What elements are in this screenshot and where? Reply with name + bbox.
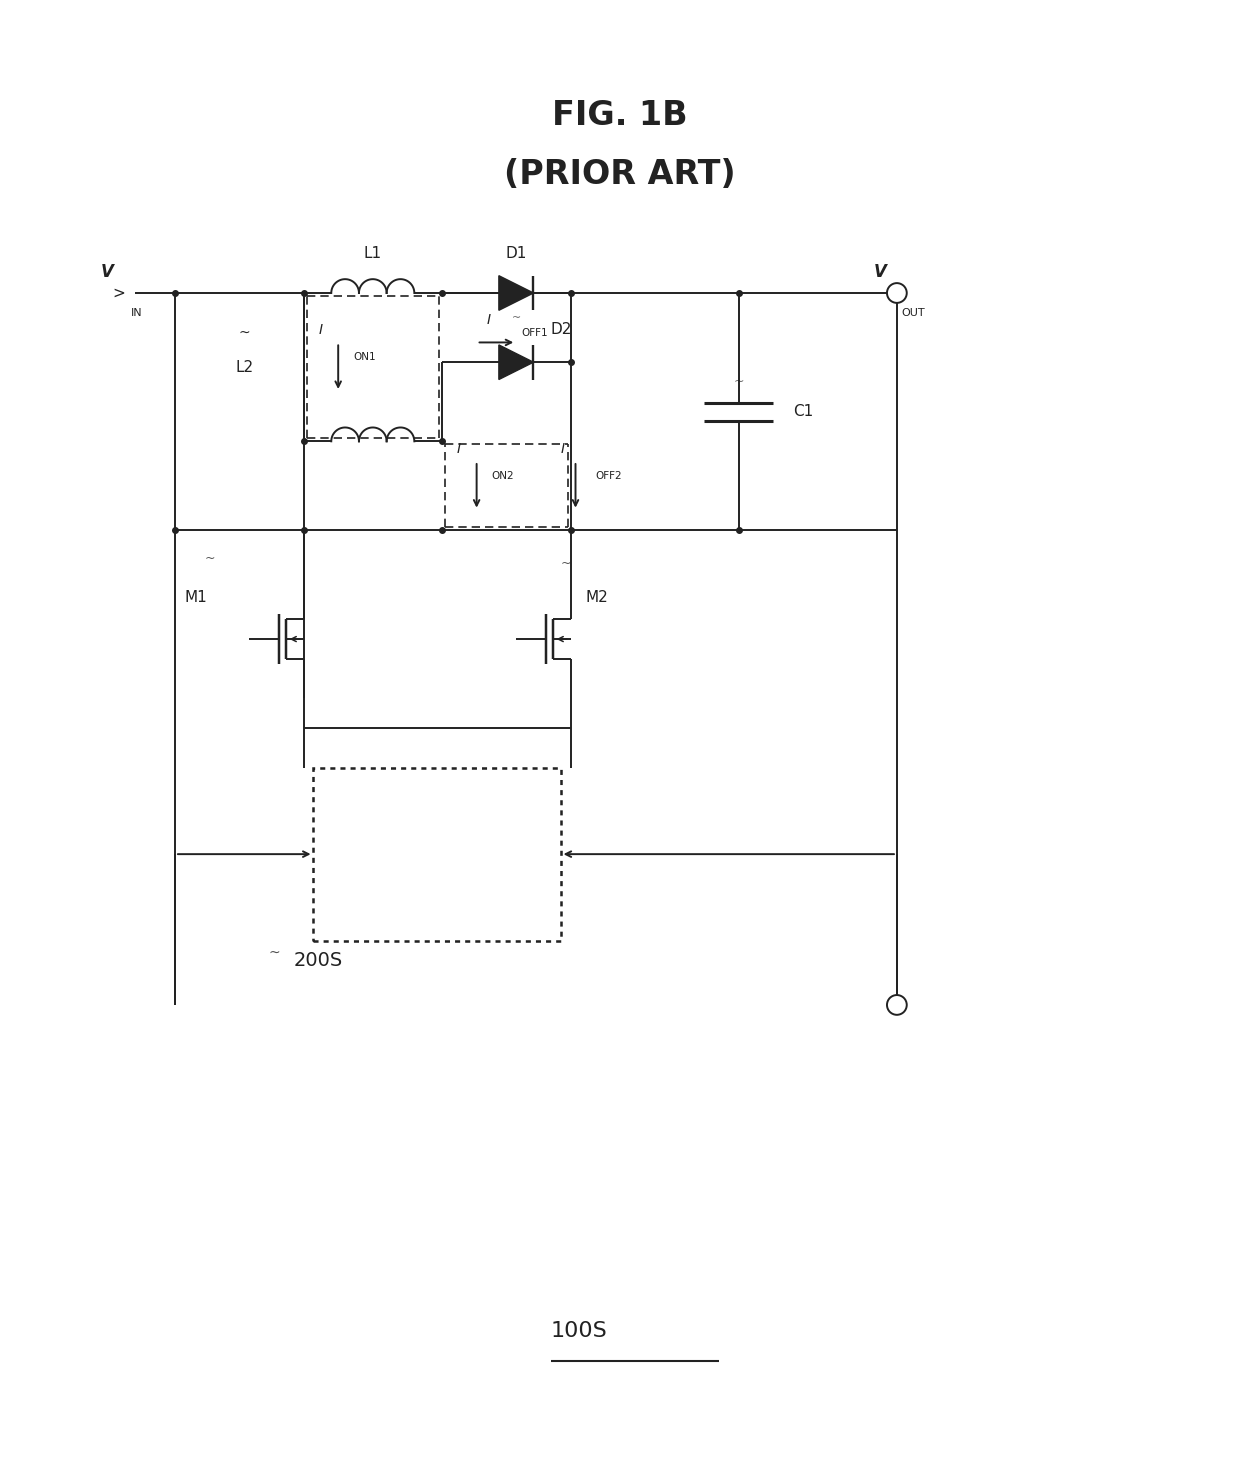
Text: ON2: ON2 (491, 471, 515, 482)
Text: ON1: ON1 (353, 352, 376, 363)
Text: ~: ~ (560, 556, 572, 570)
Text: C1: C1 (794, 404, 813, 420)
Text: 200S: 200S (294, 951, 343, 969)
Text: Control
circuit: Control circuit (404, 832, 470, 875)
Text: I: I (486, 313, 491, 327)
Text: M1: M1 (185, 590, 207, 605)
Text: I: I (319, 323, 322, 338)
Text: FIG. 1B: FIG. 1B (552, 98, 688, 132)
Text: IN: IN (130, 308, 143, 319)
Text: I: I (560, 442, 564, 457)
Polygon shape (498, 276, 533, 310)
Text: L1: L1 (363, 247, 382, 261)
Text: ~: ~ (733, 374, 744, 388)
Text: OFF2: OFF2 (595, 471, 622, 482)
Text: ~: ~ (269, 945, 280, 960)
Text: ~: ~ (512, 313, 521, 323)
Text: ~: ~ (368, 266, 377, 275)
Text: M2: M2 (585, 590, 608, 605)
Text: V: V (874, 263, 887, 282)
Text: (PRIOR ART): (PRIOR ART) (505, 159, 735, 191)
Polygon shape (498, 345, 533, 380)
Circle shape (887, 995, 906, 1014)
Text: ~: ~ (238, 326, 250, 339)
Text: L2: L2 (236, 360, 253, 374)
Text: ~: ~ (205, 552, 216, 565)
Text: D1: D1 (506, 247, 527, 261)
Bar (314, 768, 560, 941)
Text: OFF1: OFF1 (521, 327, 548, 338)
Text: D2: D2 (551, 323, 572, 338)
Text: I: I (456, 442, 461, 457)
Text: >: > (113, 285, 125, 301)
Text: 100S: 100S (551, 1321, 608, 1342)
Text: V: V (100, 263, 114, 282)
Text: OUT: OUT (901, 308, 925, 319)
Circle shape (887, 283, 906, 302)
